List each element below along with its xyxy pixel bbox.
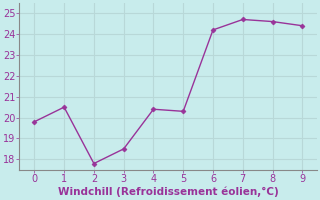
- X-axis label: Windchill (Refroidissement éolien,°C): Windchill (Refroidissement éolien,°C): [58, 187, 279, 197]
